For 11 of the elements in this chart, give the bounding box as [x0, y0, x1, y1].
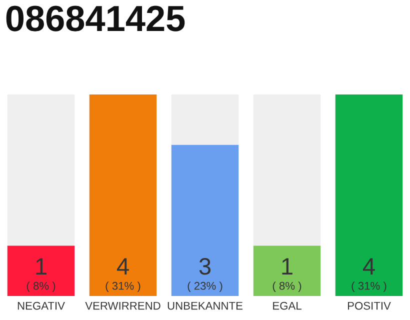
- x-tick-label: VERWIRREND: [85, 302, 160, 310]
- x-tick-label: POSITIV: [348, 302, 391, 310]
- data-label: 1 ( 8% ): [26, 258, 56, 292]
- x-tick-label: EGAL: [273, 302, 302, 310]
- data-label: 1 ( 8% ): [272, 258, 302, 292]
- x-tick-label: UNBEKANNTE: [168, 302, 242, 310]
- chart-title: 086841425: [6, 6, 185, 32]
- data-label: 4 ( 31% ): [352, 258, 386, 292]
- data-label: 4 ( 31% ): [106, 258, 140, 292]
- x-tick-label: NEGATIV: [18, 302, 65, 310]
- data-label: 3 ( 23% ): [188, 258, 222, 292]
